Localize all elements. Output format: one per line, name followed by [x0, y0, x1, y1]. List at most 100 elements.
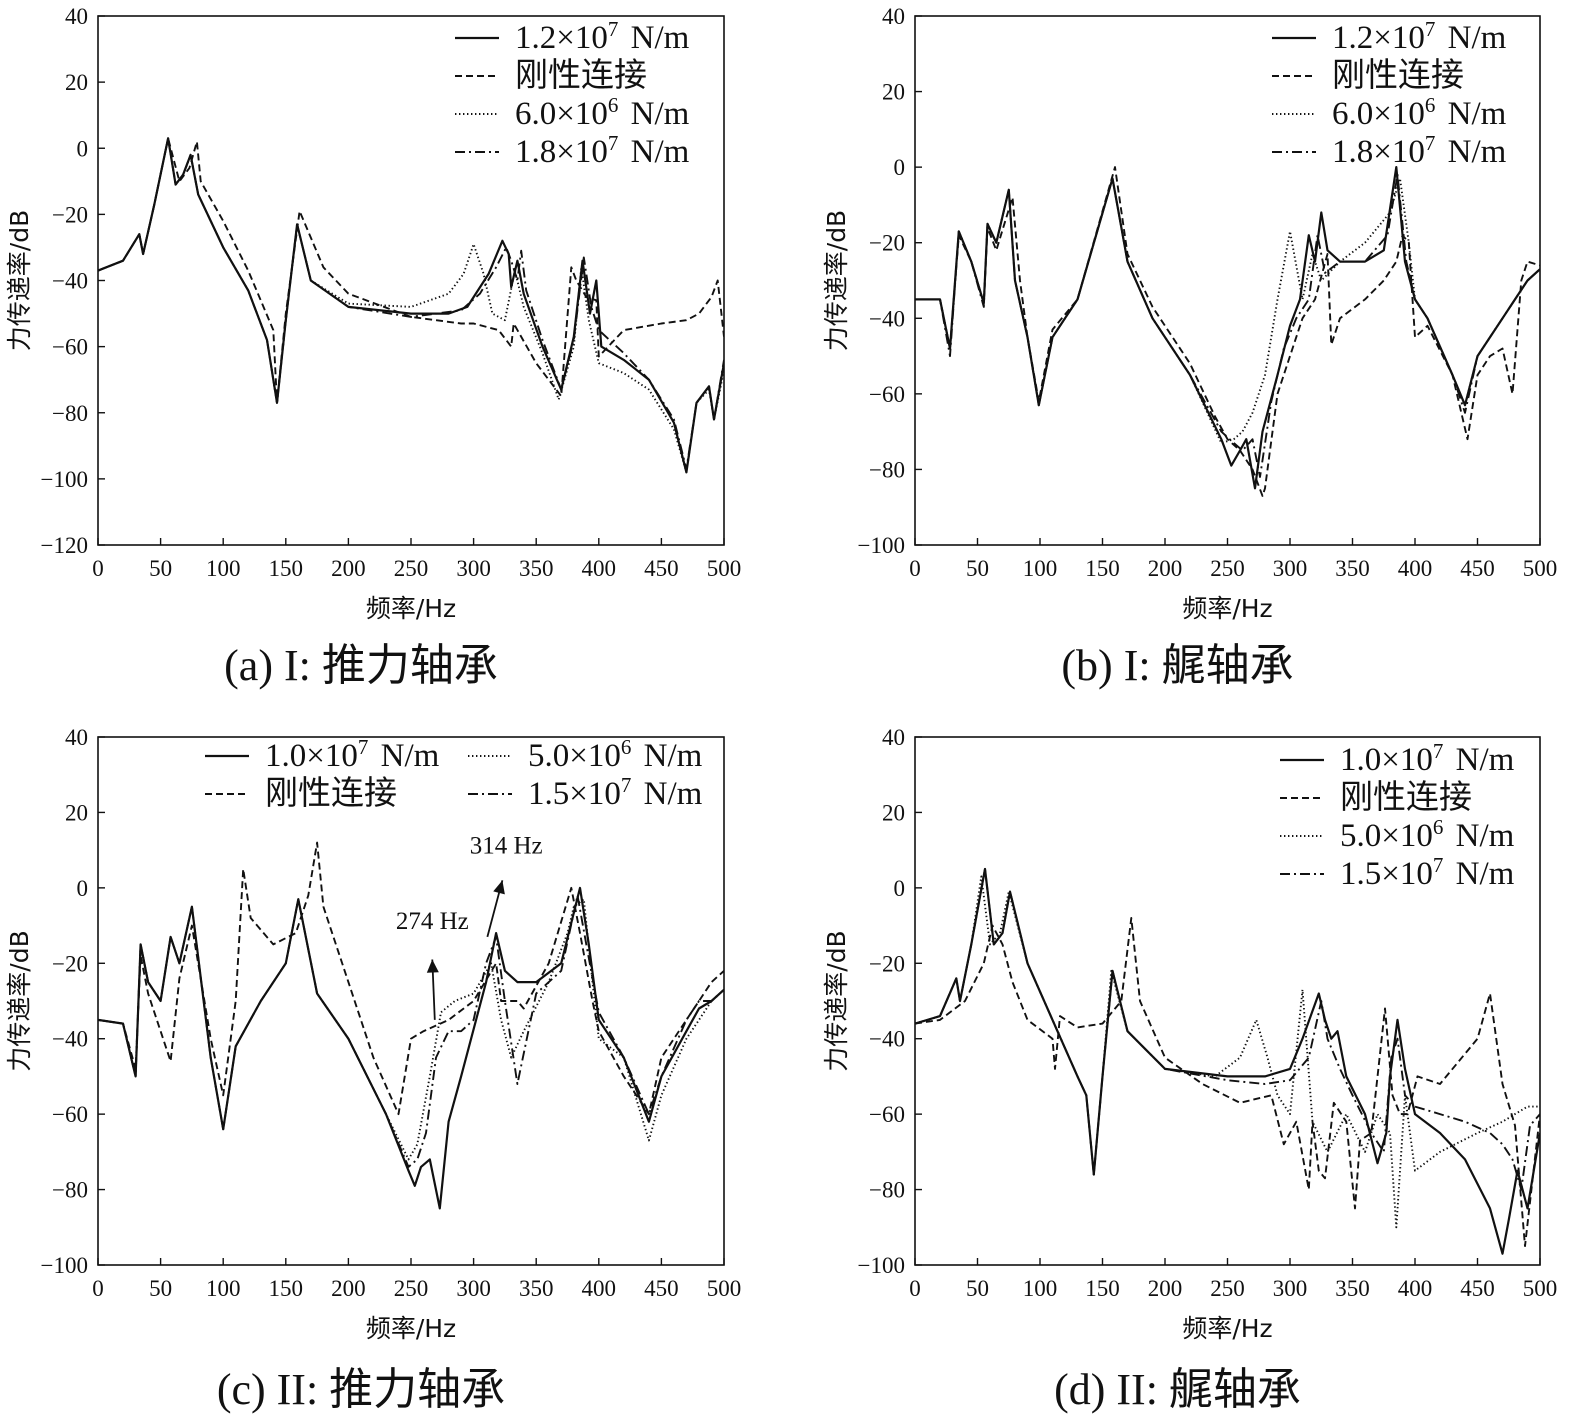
panel-caption: (c) II: 推力轴承 [217, 1365, 505, 1414]
annotation-label: 274 Hz [396, 908, 469, 935]
x-tick-label: 50 [966, 1276, 989, 1301]
y-tick-label: 20 [882, 800, 905, 825]
x-axis-label: 频率/Hz [366, 1314, 456, 1343]
series-line-3 [98, 898, 724, 1161]
legend-label: 1.8×107 N/m [515, 131, 690, 170]
y-tick-label: 20 [65, 800, 88, 825]
x-tick-label: 250 [1210, 556, 1245, 581]
series-group [98, 137, 724, 474]
x-tick-label: 150 [1085, 1276, 1120, 1301]
legend-label: 1.5×107 N/m [528, 773, 703, 812]
x-tick-label: 300 [1273, 1276, 1308, 1301]
x-tick-label: 150 [269, 556, 304, 581]
legend-label: 1.0×107 N/m [1340, 739, 1515, 778]
series-line-4 [915, 868, 1540, 1191]
legend-label: 1.2×107 N/m [515, 17, 690, 56]
y-tick-label: −100 [41, 1253, 88, 1278]
legend-label: 5.0×106 N/m [1340, 815, 1515, 854]
x-tick-label: 300 [456, 556, 491, 581]
arrow-head [493, 880, 505, 895]
x-tick-label: 500 [707, 1276, 742, 1301]
y-tick-label: −100 [41, 467, 88, 492]
panel-caption: (a) I: 推力轴承 [224, 641, 498, 690]
x-tick-label: 400 [1398, 1276, 1433, 1301]
x-tick-label: 100 [1023, 1276, 1058, 1301]
x-tick-label: 400 [582, 556, 617, 581]
series-group [915, 166, 1540, 497]
x-tick-label: 400 [1398, 556, 1433, 581]
legend-label: 6.0×106 N/m [515, 93, 690, 132]
y-tick-label: 40 [882, 4, 905, 29]
legend-label: 刚性连接 [1332, 57, 1464, 94]
series-line-1 [98, 886, 724, 1210]
x-tick-label: 500 [707, 556, 742, 581]
y-tick-label: −60 [52, 335, 88, 360]
y-tick-label: 0 [77, 876, 89, 901]
y-tick-label: 20 [882, 80, 905, 105]
x-tick-label: 350 [519, 1276, 554, 1301]
x-tick-label: 250 [394, 1276, 429, 1301]
legend-label: 刚性连接 [265, 775, 397, 812]
legend-label: 1.0×107 N/m [265, 735, 440, 774]
arrow-head [426, 959, 439, 973]
chart-panel-2: 0 50 100 150 200 250 300 350 400 450 500−100−80−60… [822, 4, 1557, 690]
x-tick-label: 150 [1085, 556, 1120, 581]
legend-label: 5.0×106 N/m [528, 735, 703, 774]
y-tick-label: 40 [65, 4, 88, 29]
y-tick-label: −60 [869, 382, 905, 407]
x-tick-label: 0 [909, 1276, 921, 1301]
series-line-4 [915, 173, 1540, 478]
x-tick-label: 200 [1148, 556, 1183, 581]
series-line-4 [98, 894, 724, 1168]
x-tick-label: 50 [966, 556, 989, 581]
x-axis-label: 频率/Hz [366, 594, 456, 623]
y-tick-label: 20 [65, 70, 88, 95]
x-tick-label: 50 [149, 1276, 172, 1301]
x-tick-label: 100 [206, 556, 241, 581]
series-line-4 [98, 137, 724, 470]
plot-frame [914, 736, 1541, 1266]
panel-caption: (b) I: 艉轴承 [1061, 641, 1293, 690]
y-tick-label: −80 [52, 1178, 88, 1203]
legend-label: 6.0×106 N/m [1332, 93, 1507, 132]
y-tick-label: −60 [52, 1102, 88, 1127]
y-tick-label: 0 [894, 155, 906, 180]
chart-panel-4: 0 50 100 150 200 250 300 350 400 450 500−100−80−60… [822, 725, 1557, 1414]
y-tick-label: −80 [869, 457, 905, 482]
x-tick-label: 200 [1148, 1276, 1183, 1301]
legend-label: 1.5×107 N/m [1340, 853, 1515, 892]
legend-label: 刚性连接 [1340, 779, 1472, 816]
panel-caption: (d) II: 艉轴承 [1054, 1365, 1301, 1414]
y-tick-label: −80 [869, 1178, 905, 1203]
y-axis-label: 力传递率/dB [822, 930, 851, 1071]
x-tick-label: 0 [92, 556, 104, 581]
x-tick-label: 450 [644, 556, 679, 581]
y-tick-label: −40 [869, 1027, 905, 1052]
x-tick-label: 300 [1273, 556, 1308, 581]
y-tick-label: −40 [52, 1027, 88, 1052]
x-tick-label: 500 [1523, 1276, 1558, 1301]
series-group [915, 867, 1540, 1255]
series-line-3 [98, 137, 724, 474]
y-tick-label: 40 [65, 725, 88, 750]
x-tick-label: 450 [1460, 556, 1495, 581]
y-axis-label: 力传递率/dB [5, 210, 34, 351]
y-tick-label: −100 [858, 1253, 905, 1278]
series-line-3 [915, 177, 1540, 444]
x-axis-label: 频率/Hz [1182, 1314, 1272, 1343]
legend-label: 刚性连接 [515, 57, 647, 94]
y-tick-label: −20 [52, 202, 88, 227]
x-tick-label: 250 [394, 556, 429, 581]
series-line-1 [98, 137, 724, 474]
y-tick-label: −80 [52, 401, 88, 426]
x-tick-label: 100 [206, 1276, 241, 1301]
x-tick-label: 100 [1023, 556, 1058, 581]
x-tick-label: 450 [1460, 1276, 1495, 1301]
series-line-2 [98, 137, 724, 404]
legend-label: 1.2×107 N/m [1332, 17, 1507, 56]
y-tick-label: −20 [869, 951, 905, 976]
